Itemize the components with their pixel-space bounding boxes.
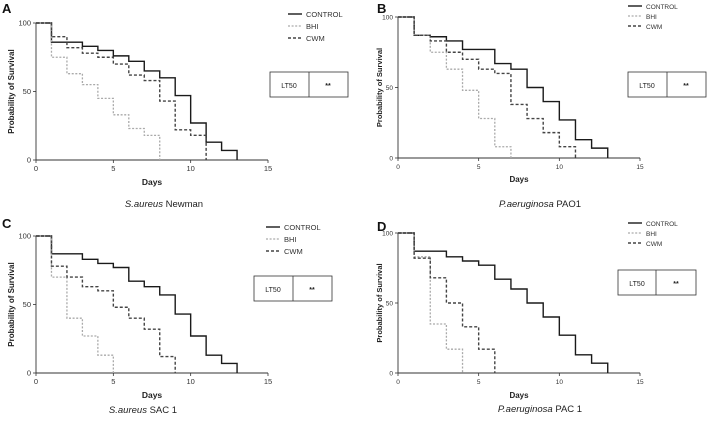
series-line-bhi [398,232,464,373]
x-tick-label: 15 [636,379,644,386]
panel-letter: C [2,216,12,231]
y-tick-label: 100 [18,232,31,241]
x-tick-label: 5 [477,379,481,386]
lt50-box: LT50 ** [617,269,697,296]
lt50-significance: ** [673,281,679,288]
x-axis-title: Days [509,175,529,184]
series-line-cwm [398,232,496,373]
y-axis-title: Probability of Survival [375,263,384,342]
x-axis-title: Days [509,391,529,400]
x-tick-label: 15 [264,164,272,173]
caption-species: S.aureus [125,199,163,210]
series-line-bhi [398,16,512,158]
panel-caption: S.aureus Newman [125,199,203,210]
x-tick-label: 5 [477,164,481,171]
series-line-bhi [36,22,161,160]
panel-letter: B [377,1,386,16]
y-tick-label: 50 [23,300,31,309]
lt50-label: LT50 [639,83,655,90]
y-axis-title: Probability of Survival [7,262,16,346]
legend-label-control: CONTROL [646,4,678,11]
lt50-box: LT50 ** [253,275,333,302]
caption-strain: Newman [163,199,203,210]
x-tick-label: 15 [264,377,272,386]
panel-letter: D [377,219,386,234]
y-tick-label: 50 [386,301,394,308]
series-line-control [36,235,238,373]
legend-label-control: CONTROL [306,10,343,19]
y-tick-label: 100 [18,19,31,28]
panel-caption: S.aureus SAC 1 [109,405,177,416]
legend-label-control: CONTROL [284,223,321,232]
lt50-significance: ** [683,83,689,90]
caption-strain: PAO1 [554,199,581,210]
series-line-cwm [398,16,577,158]
x-axis-title: Days [142,390,163,400]
lt50-box: LT50 ** [269,71,349,98]
x-tick-label: 0 [396,379,400,386]
legend-label-control: CONTROL [646,221,678,228]
legend-label-cwm: CWM [646,241,662,248]
lt50-box: LT50 ** [627,71,707,98]
y-axis-title: Probability of Survival [7,49,16,133]
x-tick-label: 0 [396,164,400,171]
panel-d: D P.aeruginosa PAC 1 LT50 ** 0 50 100 0 5 10 1… [375,219,697,415]
x-tick-label: 10 [556,379,564,386]
lt50-label: LT50 [629,281,645,288]
x-tick-label: 0 [34,164,38,173]
panel-caption: P.aeruginosa PAO1 [499,199,581,210]
panel-a: A S.aureus Newman LT50 ** 0 50 100 0 5 10 15 Pr… [2,1,349,210]
caption-species: S.aureus [109,405,147,416]
lt50-label: LT50 [281,83,297,90]
legend-label-bhi: BHI [646,14,657,21]
panel-caption: P.aeruginosa PAC 1 [498,404,582,415]
caption-strain: SAC 1 [147,405,177,416]
x-tick-label: 10 [186,164,194,173]
y-tick-label: 0 [389,156,393,163]
legend-label-bhi: BHI [646,231,657,238]
x-tick-label: 15 [636,164,644,171]
lt50-box-frame [617,269,697,296]
x-tick-label: 0 [34,377,38,386]
legend-label-bhi: BHI [284,235,297,244]
y-tick-label: 0 [27,369,31,378]
x-tick-label: 5 [111,377,115,386]
series-line-control [36,22,238,160]
x-tick-label: 5 [111,164,115,173]
caption-species: P.aeruginosa [499,199,554,210]
x-tick-label: 10 [186,377,194,386]
y-tick-label: 0 [389,371,393,378]
y-tick-label: 0 [27,156,31,165]
caption-species: P.aeruginosa [498,404,553,415]
y-tick-label: 100 [382,15,393,22]
lt50-significance: ** [309,287,315,294]
legend-label-cwm: CWM [284,247,303,256]
y-tick-label: 50 [23,87,31,96]
x-tick-label: 10 [556,164,564,171]
legend-label-cwm: CWM [646,24,662,31]
y-axis-title: Probability of Survival [375,48,384,127]
panel-c: C S.aureus SAC 1 LT50 ** 0 50 100 0 5 10 15 Pro… [2,216,333,416]
caption-strain: PAC 1 [553,404,582,415]
series-line-control [398,16,609,158]
series-line-control [398,232,609,373]
x-axis-title: Days [142,177,163,187]
series-line-bhi [36,235,114,373]
legend-label-bhi: BHI [306,22,319,31]
lt50-significance: ** [325,83,331,90]
y-tick-label: 100 [382,231,393,238]
lt50-label: LT50 [265,287,281,294]
y-tick-label: 50 [386,85,394,92]
series-line-cwm [36,235,176,373]
panel-letter: A [2,1,12,16]
panel-b: B P.aeruginosa PAO1 LT50 ** 0 50 100 0 5 10 15… [375,1,707,210]
series-line-cwm [36,22,207,160]
legend-label-cwm: CWM [306,34,325,43]
